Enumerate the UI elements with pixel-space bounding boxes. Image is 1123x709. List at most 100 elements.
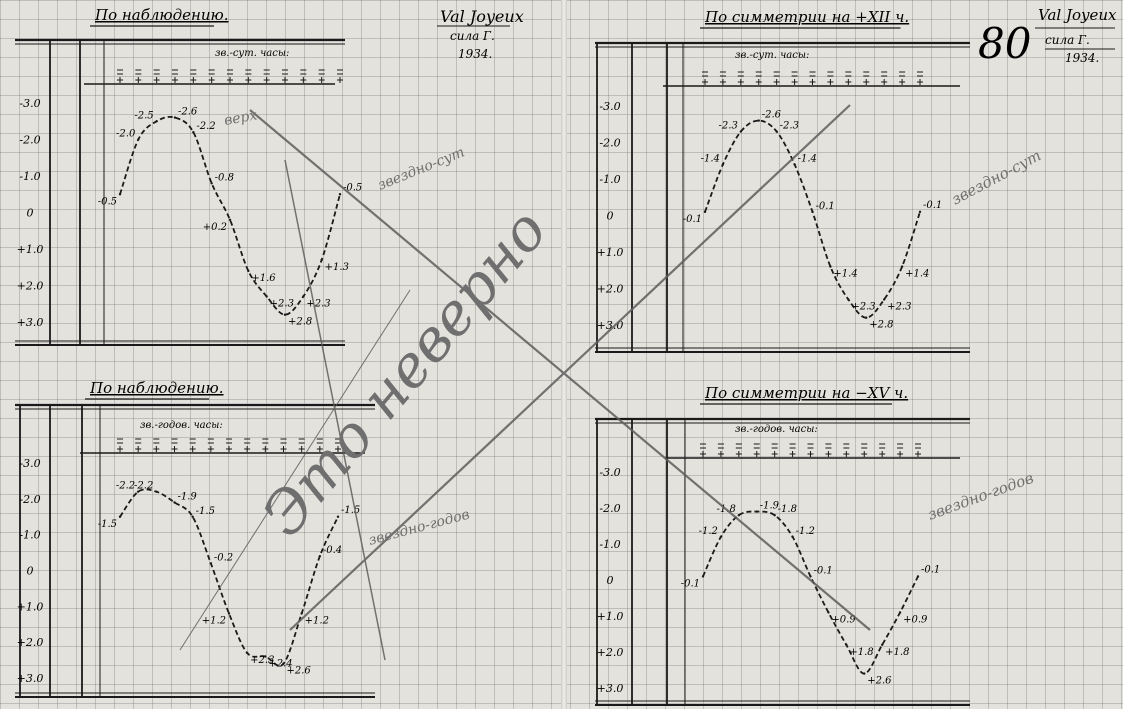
data-point [721, 163, 725, 166]
data-label: +2.8 [288, 317, 312, 328]
y-tick-label: +3.0 [17, 316, 44, 329]
data-label: -0.1 [681, 578, 700, 589]
data-label: -1.5 [341, 505, 360, 516]
pencil-note: звездно-годов [367, 507, 472, 549]
chart-title: По симметрии на −XV ч. [704, 384, 908, 402]
data-label: -1.5 [98, 519, 117, 530]
data-point [827, 611, 830, 614]
y-tick-label: +1.0 [597, 610, 624, 623]
data-label: +2.3 [270, 298, 294, 309]
pencil-stroke [249, 109, 871, 631]
data-label: -1.4 [701, 153, 720, 164]
y-tick-label: 0 [607, 210, 614, 223]
pencil-note: звездно-годов [925, 469, 1036, 524]
data-point [737, 514, 741, 517]
data-label: -0.1 [923, 200, 942, 211]
y-tick-label: -2.0 [19, 493, 40, 506]
data-point [882, 298, 886, 301]
signature-name: Val Joyeux [1038, 6, 1117, 24]
page-fold [561, 0, 567, 709]
data-point [755, 510, 758, 513]
signature-year: 1934. [458, 47, 492, 61]
chart-subtitle: зв.-годов. часы: [140, 420, 223, 431]
data-label: -2.3 [719, 121, 738, 132]
signature-subtitle: сила Г. [450, 29, 495, 43]
data-point [916, 575, 920, 578]
data-label: -1.2 [796, 526, 815, 537]
chart-4: По симметрии на −XV ч. зв.-годов. часы: -3… [595, 384, 970, 706]
data-point [245, 651, 249, 655]
data-point [247, 269, 250, 273]
signature-name: Val Joyeux [440, 7, 524, 26]
data-point [829, 265, 832, 268]
data-point [136, 490, 140, 493]
data-point [845, 643, 848, 646]
data-point [918, 210, 922, 214]
y-tick-label: -3.0 [19, 97, 40, 110]
data-label: -1.8 [778, 504, 797, 515]
signature-right: Val Joyeux сила Г. 1934. [1035, 6, 1117, 65]
data-point [318, 554, 322, 558]
chart-title: По наблюдению. [89, 379, 224, 397]
y-tick-label: -3.0 [599, 466, 620, 479]
data-label: -1.4 [798, 153, 817, 164]
data-point [338, 193, 342, 196]
data-label: -0.1 [921, 564, 940, 575]
y-tick-label: +1.0 [597, 246, 624, 259]
y-tick-label: +2.0 [17, 636, 44, 649]
data-label: +2.3 [306, 298, 330, 309]
pencil-stroke [179, 289, 411, 651]
y-tick-label: +1.0 [17, 243, 44, 256]
data-label: -0.4 [323, 545, 342, 556]
chart-subtitle: зв.-годов. часы: [735, 424, 818, 435]
data-point [300, 612, 303, 615]
data-point [791, 535, 794, 538]
data-point [209, 562, 213, 565]
data-point [773, 514, 776, 517]
data-point [880, 643, 884, 646]
chart-title: По симметрии на +XII ч. [704, 8, 909, 26]
data-point [847, 298, 850, 301]
y-tick-label: +2.0 [17, 280, 44, 293]
pencil-note: звездно-сут [948, 146, 1044, 208]
data-label: -0.5 [98, 196, 117, 207]
data-point [191, 515, 194, 518]
data-label: -2.2 [116, 481, 135, 492]
series-line [704, 119, 921, 319]
y-tick-label: -2.0 [599, 137, 620, 150]
y-tick-label: -1.0 [599, 538, 620, 551]
data-label: -2.2 [196, 121, 215, 132]
data-point [192, 131, 195, 134]
data-label: +0.9 [831, 614, 856, 625]
y-tick-label: -3.0 [19, 457, 40, 470]
data-label: +2.3 [250, 655, 274, 666]
data-point [863, 672, 866, 675]
data-label: -2.2 [134, 481, 153, 492]
data-point [336, 515, 340, 518]
data-label: +0.9 [903, 614, 928, 625]
data-point [282, 662, 285, 665]
data-label: +2.4 [268, 659, 292, 670]
data-label: -2.6 [762, 110, 782, 121]
data-point [793, 163, 796, 166]
data-label: +1.4 [905, 269, 929, 280]
data-point [155, 490, 158, 493]
y-tick-label: -1.0 [599, 173, 620, 186]
data-point [811, 210, 814, 214]
data-point [701, 575, 705, 578]
data-label: +1.6 [251, 273, 276, 284]
signature-left: Val Joyeux сила Г. 1934. [437, 7, 524, 61]
data-point [757, 119, 760, 122]
y-tick-label: 0 [27, 565, 34, 578]
data-point [265, 295, 268, 298]
data-label: -0.2 [214, 552, 233, 563]
data-label: -0.1 [814, 565, 833, 576]
data-point [173, 501, 176, 504]
y-tick-label: 0 [27, 207, 34, 220]
data-label: +2.8 [869, 320, 893, 331]
chart-title: По наблюдению. [94, 6, 229, 24]
data-point [118, 193, 122, 196]
data-point [703, 210, 707, 214]
data-label: -2.0 [116, 129, 136, 140]
data-label: -2.3 [780, 121, 799, 132]
